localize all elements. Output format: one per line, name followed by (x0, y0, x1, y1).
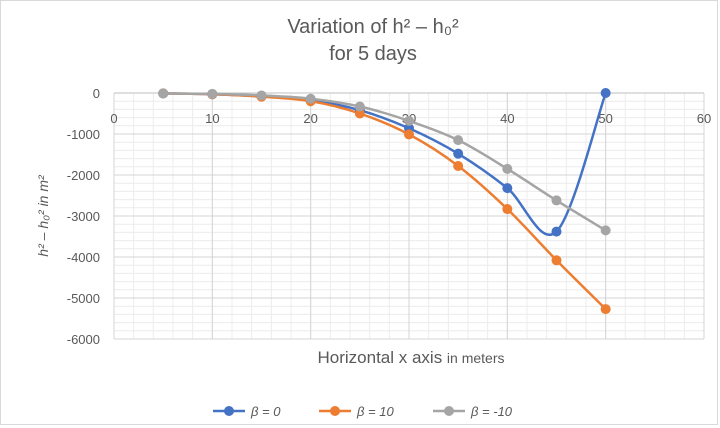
y-tick-label: -2000 (67, 168, 100, 183)
x-axis-label: Horizontal x axis in meters (317, 348, 504, 367)
legend-marker (330, 406, 340, 416)
x-tick-label: 60 (697, 111, 711, 126)
data-point (600, 304, 611, 315)
x-axis-label-main: Horizontal x axis (317, 348, 446, 367)
data-point (502, 163, 513, 174)
data-point (551, 226, 562, 237)
legend-label: β = 0 (250, 404, 281, 419)
data-point (551, 195, 562, 206)
data-point (158, 88, 169, 99)
data-point (502, 183, 513, 194)
data-point (354, 108, 365, 119)
x-tick-label: 20 (303, 111, 317, 126)
y-axis-label: h² – h₀² in m² (35, 174, 51, 257)
data-point (600, 225, 611, 236)
y-tick-label: -5000 (67, 291, 100, 306)
x-tick-label: 10 (205, 111, 219, 126)
data-point (207, 88, 218, 99)
chart-title-line1: Variation of h² – h₀² (287, 16, 459, 38)
legend-label: β = -10 (470, 404, 513, 419)
x-tick-label: 0 (110, 111, 117, 126)
series-line (163, 92, 607, 232)
data-point (404, 115, 414, 126)
series (158, 88, 611, 315)
y-tick-label: -6000 (67, 332, 100, 347)
legend-marker (444, 406, 454, 416)
data-point (256, 90, 267, 101)
y-tick-label: -3000 (67, 209, 100, 224)
data-point (453, 160, 464, 171)
data-point (600, 88, 611, 98)
data-point (453, 135, 464, 146)
x-axis-label-unit: in meters (447, 350, 505, 366)
y-tick-label: -1000 (67, 127, 100, 142)
data-point (453, 148, 464, 159)
y-tick-label: -4000 (67, 250, 100, 265)
data-point (551, 255, 562, 266)
x-tick-label: 40 (500, 111, 514, 126)
data-point (354, 101, 365, 112)
tick-labels: 01020304050600-1000-2000-3000-4000-5000-… (67, 86, 711, 347)
legend-label: β = 10 (356, 404, 394, 419)
data-point (502, 204, 513, 215)
legend: β = 0 β = 10 β = -10 (213, 404, 513, 419)
x-tick-label: 50 (598, 111, 612, 126)
y-tick-label: 0 (93, 86, 100, 101)
legend-marker (224, 406, 234, 416)
data-point (305, 93, 316, 104)
chart-title-line2: for 5 days (329, 43, 417, 65)
data-point (404, 129, 414, 140)
